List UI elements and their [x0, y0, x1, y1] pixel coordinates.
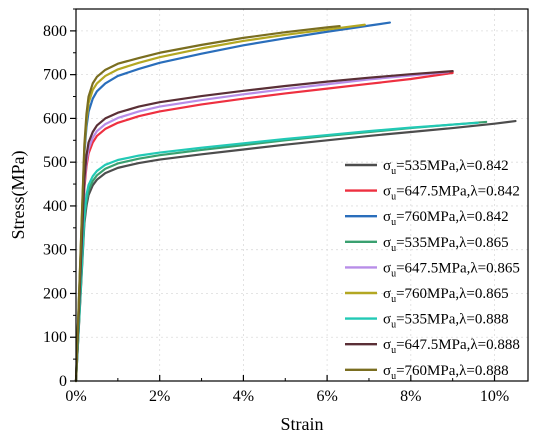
- y-tick-label: 800: [43, 23, 67, 40]
- legend-label-5: σu=647.5MPa,λ=0.865: [383, 260, 520, 279]
- grid-layer: [76, 9, 528, 381]
- legend-label-8: σu=647.5MPa,λ=0.888: [383, 337, 520, 356]
- legend-label-4: σu=535MPa,λ=0.865: [383, 235, 509, 254]
- plot-frame: [75, 8, 529, 382]
- x-tick-label: 10%: [480, 388, 509, 405]
- series-line-8: [74, 70, 454, 383]
- legend-label-7: σu=535MPa,λ=0.888: [383, 312, 509, 331]
- series-line-9: [74, 24, 341, 383]
- x-tick-label: 8%: [400, 388, 421, 405]
- legend-label-9: σu=760MPa,λ=0.888: [383, 363, 509, 382]
- y-tick-label: 600: [43, 110, 67, 127]
- legend: σu=535MPa,λ=0.842 σu=647.5MPa,λ=0.842 σu=7…: [345, 158, 520, 382]
- x-tick-label: 6%: [316, 388, 337, 405]
- y-tick-label: 300: [43, 242, 67, 259]
- y-tick-label: 500: [43, 154, 67, 171]
- x-tick-label: 0%: [65, 388, 86, 405]
- x-axis-title: Strain: [281, 414, 324, 434]
- axes-layer: 0% 2% 4% 6% 8% 10% 0 100 200 300 400 500 600 700 800: [43, 8, 529, 405]
- y-tick-label: 0: [59, 373, 67, 390]
- y-tick-label: 100: [43, 329, 67, 346]
- y-tick-label: 700: [43, 67, 67, 84]
- y-axis-title: Stress(MPa): [8, 150, 29, 239]
- legend-label-1: σu=535MPa,λ=0.842: [383, 158, 509, 177]
- series-layer: [74, 21, 517, 383]
- legend-label-3: σu=760MPa,λ=0.842: [383, 209, 509, 228]
- y-tick-label: 200: [43, 285, 67, 302]
- legend-label-6: σu=760MPa,λ=0.865: [383, 286, 509, 305]
- x-tick-label: 2%: [149, 388, 170, 405]
- x-tick-label: 4%: [233, 388, 254, 405]
- y-tick-label: 400: [43, 198, 67, 215]
- legend-label-2: σu=647.5MPa,λ=0.842: [383, 184, 520, 203]
- series-line-7: [74, 121, 479, 383]
